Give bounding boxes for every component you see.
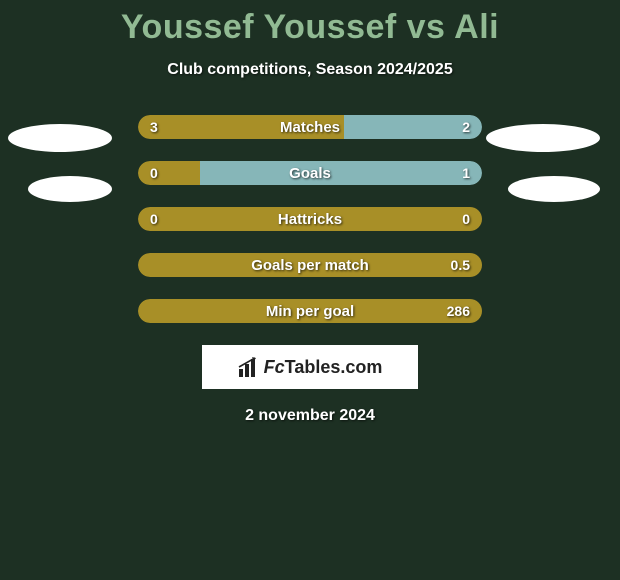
bar-left-fill: [138, 299, 482, 323]
bar-left-fill: [138, 115, 344, 139]
bar-row: 0 Hattricks 0: [138, 207, 482, 231]
fctables-logo: FcTables.com: [202, 345, 418, 389]
date-text: 2 november 2024: [0, 407, 620, 425]
bar-right-value: 0: [462, 207, 470, 231]
bar-left-value: 0: [150, 207, 158, 231]
bar-left-fill: [138, 161, 200, 185]
bar-right-value: 1: [462, 161, 470, 185]
logo-content: FcTables.com: [238, 357, 383, 378]
bar-left-fill: [138, 207, 482, 231]
bar-row: Goals per match 0.5: [138, 253, 482, 277]
bar-left-value: 3: [150, 115, 158, 139]
bars-icon: [238, 357, 260, 377]
subtitle: Club competitions, Season 2024/2025: [0, 61, 620, 79]
bar-row: 0 Goals 1: [138, 161, 482, 185]
player-right-ellipse-2: [508, 176, 600, 202]
bar-left-value: 0: [150, 161, 158, 185]
bars-container: 3 Matches 2 0 Goals 1 0 Hattricks 0 Goal…: [138, 115, 482, 323]
bar-left-fill: [138, 253, 482, 277]
player-left-ellipse-1: [8, 124, 112, 152]
bar-right-fill: [200, 161, 482, 185]
bar-row: 3 Matches 2: [138, 115, 482, 139]
bar-row: Min per goal 286: [138, 299, 482, 323]
page-title: Youssef Youssef vs Ali: [0, 0, 620, 47]
bar-right-value: 2: [462, 115, 470, 139]
bar-right-value: 286: [447, 299, 470, 323]
comparison-chart: 3 Matches 2 0 Goals 1 0 Hattricks 0 Goal…: [0, 115, 620, 425]
player-right-ellipse-1: [486, 124, 600, 152]
bar-right-value: 0.5: [451, 253, 470, 277]
logo-text: FcTables.com: [264, 357, 383, 378]
player-left-ellipse-2: [28, 176, 112, 202]
